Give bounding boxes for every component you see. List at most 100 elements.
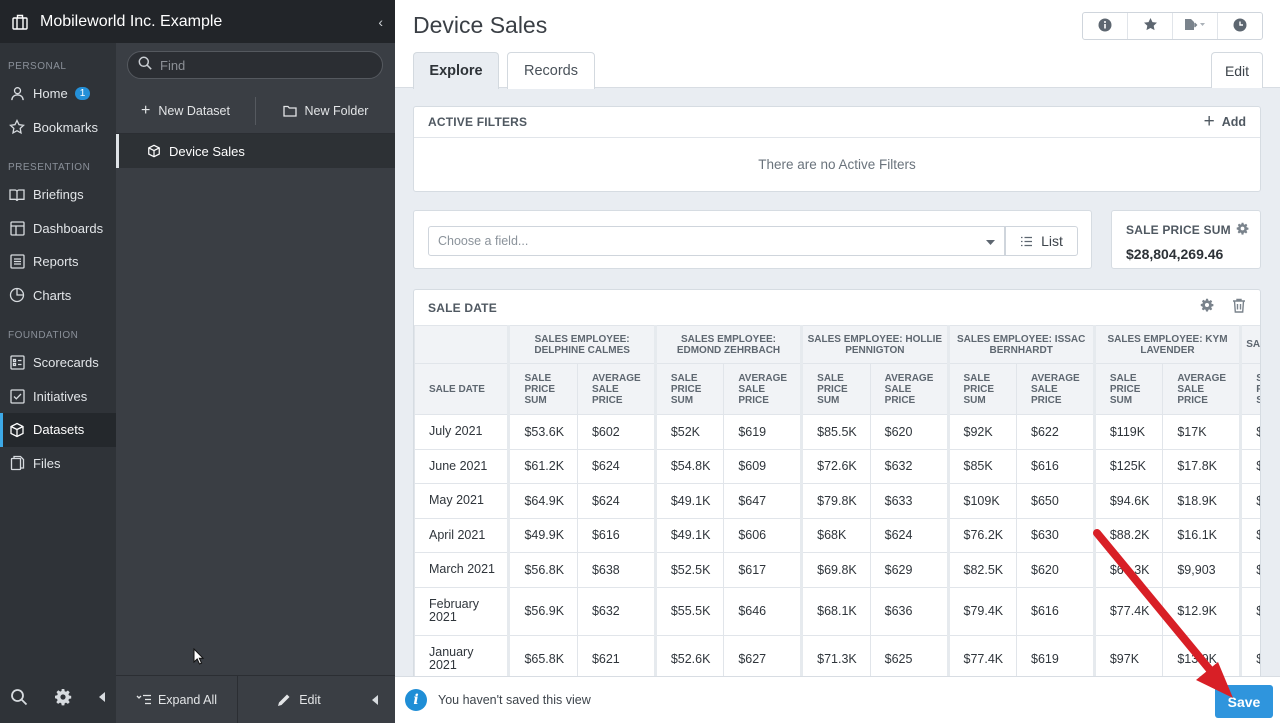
table-cell[interactable]: $633: [869, 483, 949, 519]
table-cell[interactable]: $12.9K: [1162, 586, 1242, 636]
history-button[interactable]: [1218, 13, 1262, 39]
nav-item-scorecards[interactable]: Scorecards: [0, 346, 116, 380]
row-label[interactable]: March 2021: [414, 552, 510, 588]
collapse-left-icon[interactable]: [371, 694, 379, 706]
table-cell[interactable]: $627: [723, 634, 803, 684]
table-cell[interactable]: $70.1K: [1239, 448, 1260, 484]
table-cell[interactable]: $77.4K: [1092, 586, 1164, 636]
row-header-sale-date[interactable]: SALE DATE: [414, 363, 510, 415]
table-cell[interactable]: $636: [869, 586, 949, 636]
measure-header-sum[interactable]: SALE PRICE SUM: [1239, 363, 1260, 415]
measure-header-sum[interactable]: SALE PRICE SUM: [946, 363, 1018, 415]
table-cell[interactable]: $638: [576, 552, 656, 588]
table-cell[interactable]: $61.2K: [507, 448, 578, 484]
table-cell[interactable]: $65.8K: [1239, 517, 1260, 553]
table-cell[interactable]: $617: [723, 552, 803, 588]
measure-header-sum[interactable]: SALE PRICE SUM: [1092, 363, 1164, 415]
table-cell[interactable]: $53.6K: [507, 414, 578, 450]
export-button[interactable]: [1173, 13, 1218, 39]
table-cell[interactable]: $61.6K: [1239, 552, 1260, 588]
table-cell[interactable]: $92K: [946, 414, 1018, 450]
table-cell[interactable]: $630: [1016, 517, 1095, 553]
table-cell[interactable]: $69.8K: [800, 552, 871, 588]
table-cell[interactable]: $647: [723, 483, 803, 519]
table-cell[interactable]: $94.6K: [1092, 483, 1164, 519]
table-cell[interactable]: $119K: [1092, 414, 1164, 450]
nav-item-home[interactable]: Home 1: [0, 77, 116, 111]
table-cell[interactable]: $69.3K: [1092, 552, 1164, 588]
table-cell[interactable]: $72.6K: [800, 448, 871, 484]
table-cell[interactable]: $624: [576, 448, 656, 484]
table-cell[interactable]: $16.1K: [1162, 517, 1242, 553]
measure-header-average[interactable]: AVERAGE SALE PRICE: [576, 363, 656, 415]
table-cell[interactable]: $66.7K: [1239, 586, 1260, 636]
table-cell[interactable]: $85.5K: [800, 414, 871, 450]
nav-item-briefings[interactable]: Briefings: [0, 178, 116, 212]
table-cell[interactable]: $632: [869, 448, 949, 484]
edit-tree-button[interactable]: Edit: [238, 676, 360, 723]
table-cell[interactable]: $602: [576, 414, 656, 450]
table-cell[interactable]: $646: [723, 586, 803, 636]
tab-records[interactable]: Records: [507, 52, 595, 89]
table-cell[interactable]: $56.9K: [507, 586, 578, 636]
nav-item-reports[interactable]: Reports: [0, 245, 116, 279]
new-folder-button[interactable]: New Folder: [256, 104, 395, 118]
table-cell[interactable]: $52K: [653, 414, 725, 450]
gear-icon[interactable]: [54, 688, 72, 711]
table-cell[interactable]: $622: [1016, 414, 1095, 450]
table-cell[interactable]: $68K: [800, 517, 871, 553]
table-cell[interactable]: $609: [723, 448, 803, 484]
table-cell[interactable]: $620: [1016, 552, 1095, 588]
table-cell[interactable]: $619: [1016, 634, 1095, 684]
table-cell[interactable]: $650: [1016, 483, 1095, 519]
nav-item-datasets[interactable]: Datasets: [0, 413, 116, 447]
nav-item-files[interactable]: Files: [0, 447, 116, 481]
measure-header-sum[interactable]: SALE PRICE SUM: [653, 363, 725, 415]
table-cell[interactable]: $125K: [1092, 448, 1164, 484]
table-cell[interactable]: $632: [576, 586, 656, 636]
chevron-left-icon[interactable]: ‹: [378, 13, 383, 30]
measure-header-average[interactable]: AVERAGE SALE PRICE: [723, 363, 803, 415]
table-cell[interactable]: $17.8K: [1162, 448, 1242, 484]
table-cell[interactable]: $606: [723, 517, 803, 553]
table-cell[interactable]: $82.5K: [946, 552, 1018, 588]
table-cell[interactable]: $616: [1016, 586, 1095, 636]
employee-column-header[interactable]: SALES EMPLOYEE: KYM LAVENDER: [1092, 325, 1242, 364]
table-cell[interactable]: $49.9K: [507, 517, 578, 553]
table-cell[interactable]: $619: [723, 414, 803, 450]
employee-column-header[interactable]: SALES EMPLOYEE: HOLLIE PENNIGTON: [800, 325, 949, 364]
table-cell[interactable]: $17K: [1162, 414, 1242, 450]
table-cell[interactable]: $52.6K: [653, 634, 725, 684]
employee-column-header[interactable]: SALE MICHE: [1239, 325, 1260, 364]
search-icon[interactable]: [10, 688, 28, 711]
table-cell[interactable]: $64.9K: [507, 483, 578, 519]
table-cell[interactable]: $85K: [946, 448, 1018, 484]
table-cell[interactable]: $621: [576, 634, 656, 684]
table-cell[interactable]: $52.5K: [653, 552, 725, 588]
tab-explore[interactable]: Explore: [413, 52, 499, 89]
new-dataset-button[interactable]: + New Dataset: [116, 103, 255, 119]
table-cell[interactable]: $79.4K: [946, 586, 1018, 636]
table-cell[interactable]: $620: [869, 414, 949, 450]
table-cell[interactable]: $624: [869, 517, 949, 553]
measure-header-sum[interactable]: SALE PRICE SUM: [507, 363, 578, 415]
table-cell[interactable]: $9,903: [1162, 552, 1242, 588]
list-view-button[interactable]: List: [1005, 226, 1078, 256]
table-cell[interactable]: $55.5K: [653, 586, 725, 636]
row-label[interactable]: June 2021: [414, 448, 510, 484]
edit-view-button[interactable]: Edit: [1211, 52, 1263, 88]
row-label[interactable]: January 2021: [414, 634, 510, 684]
row-label[interactable]: May 2021: [414, 483, 510, 519]
row-label[interactable]: February 2021: [414, 586, 510, 636]
choose-field-select[interactable]: Choose a field...: [428, 226, 1005, 256]
trash-icon[interactable]: [1232, 298, 1246, 318]
table-cell[interactable]: $54.8K: [653, 448, 725, 484]
nav-item-initiatives[interactable]: Initiatives: [0, 380, 116, 414]
measure-header-average[interactable]: AVERAGE SALE PRICE: [869, 363, 949, 415]
expand-all-button[interactable]: Expand All: [116, 675, 238, 723]
row-label[interactable]: April 2021: [414, 517, 510, 553]
gear-icon[interactable]: [1236, 222, 1249, 240]
nav-item-bookmarks[interactable]: Bookmarks: [0, 111, 116, 145]
table-cell[interactable]: $79.8K: [800, 483, 871, 519]
bookmark-button[interactable]: [1128, 13, 1173, 39]
